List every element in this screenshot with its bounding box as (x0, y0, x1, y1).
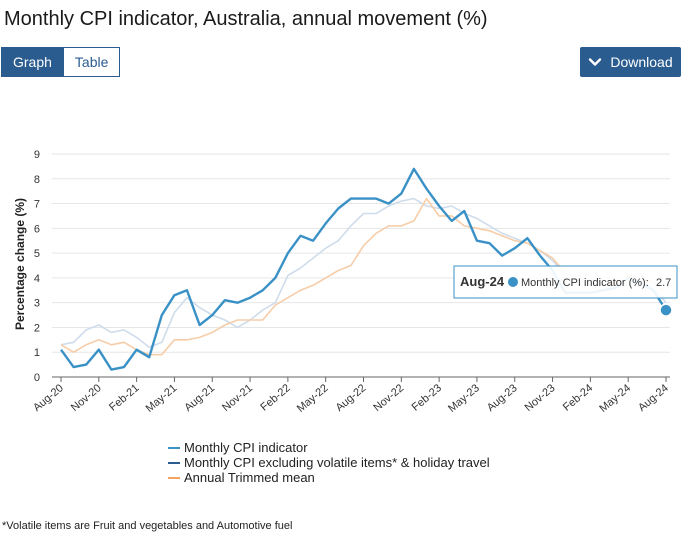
x-tick-label: Feb-22 (258, 382, 292, 414)
x-tick-label: Feb-21 (107, 382, 141, 414)
x-tick-label: Feb-23 (410, 382, 444, 414)
x-tick-label: May-23 (446, 382, 482, 415)
x-tick-label: Nov-22 (371, 382, 406, 414)
x-tick-label: May-22 (295, 382, 331, 415)
download-label: Download (610, 54, 673, 70)
y-tick-label: 4 (34, 273, 40, 285)
tooltip-value: 2.7 (656, 277, 671, 289)
y-tick-label: 9 (34, 149, 40, 161)
download-button[interactable]: Download (580, 47, 681, 77)
x-tick-label: Aug-23 (485, 382, 520, 414)
footnote: *Volatile items are Fruit and vegetables… (2, 520, 293, 532)
y-tick-label: 8 (34, 174, 40, 186)
page-title: Monthly CPI indicator, Australia, annual… (4, 8, 488, 30)
x-tick-label: Nov-20 (69, 382, 104, 414)
y-tick-label: 6 (34, 223, 40, 235)
y-tick-label: 5 (34, 248, 40, 260)
x-tick-label: Aug-21 (182, 382, 217, 414)
tooltip: Aug-24 Monthly CPI indicator (%): 2.7 (453, 265, 678, 299)
legend-label: Monthly CPI indicator (184, 440, 308, 455)
x-tick-label: Nov-21 (220, 382, 255, 414)
x-tick-label: Nov-23 (523, 382, 558, 414)
y-tick-label: 1 (34, 347, 40, 359)
x-axis-ticks: Aug-20 Nov-20 Feb-21 May-21 Aug-21 Nov-21 Feb-… (31, 377, 671, 415)
y-axis-label: Percentage change (%) (13, 198, 27, 330)
legend-item-trimmed-mean[interactable]: Annual Trimmed mean (168, 470, 490, 485)
legend-swatch (168, 446, 180, 449)
tooltip-marker (508, 277, 518, 287)
view-toggle: Graph Table (1, 47, 121, 77)
legend-swatch (168, 461, 180, 464)
legend-item-excluding-volatile[interactable]: Monthly CPI excluding volatile items* & … (168, 455, 490, 470)
legend-label: Annual Trimmed mean (184, 470, 315, 485)
x-tick-label: Feb-24 (561, 382, 595, 414)
legend-swatch (168, 476, 180, 479)
legend-item-cpi[interactable]: Monthly CPI indicator (168, 440, 490, 455)
gridlines (52, 153, 670, 353)
tooltip-series: Monthly CPI indicator (%): (521, 277, 649, 289)
x-tick-label: Aug-24 (636, 382, 671, 414)
x-tick-label: Aug-22 (334, 382, 369, 414)
tooltip-date: Aug-24 (460, 274, 505, 289)
tab-graph[interactable]: Graph (2, 48, 63, 76)
tab-table[interactable]: Table (62, 48, 120, 76)
x-tick-label: May-21 (144, 382, 180, 415)
y-tick-label: 0 (34, 372, 40, 384)
y-tick-label: 7 (34, 199, 40, 211)
legend-label: Monthly CPI excluding volatile items* & … (184, 455, 490, 470)
chevron-down-icon (589, 58, 602, 66)
x-tick-label: Aug-20 (31, 382, 66, 414)
x-tick-label: May-24 (597, 382, 633, 415)
highlight-point[interactable] (659, 303, 673, 317)
legend: Monthly CPI indicator Monthly CPI exclud… (168, 440, 490, 485)
y-axis-ticks: 0 1 2 3 4 5 6 7 8 9 (34, 149, 40, 384)
y-tick-label: 3 (34, 298, 40, 310)
y-tick-label: 2 (34, 322, 40, 334)
